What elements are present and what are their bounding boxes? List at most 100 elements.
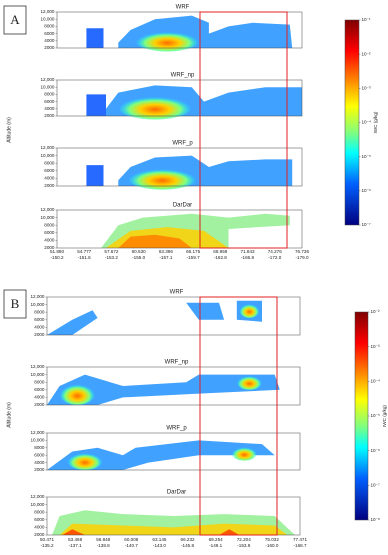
- x-tick-lat: 63.396: [159, 249, 173, 254]
- x-tick-lon: -166.8: [241, 255, 254, 260]
- plot-frame: [46, 432, 301, 471]
- colorbar: [354, 311, 369, 521]
- x-tick-lat: 53.468: [68, 537, 82, 542]
- colorbar-tick-label: 10⁻⁵: [371, 413, 381, 418]
- x-tick-lat: 74.276: [268, 249, 282, 254]
- y-tick-label: 10,000: [30, 302, 44, 307]
- colorbar-label: IWC (g/kg): [382, 405, 387, 427]
- x-tick-lat: 75.032: [265, 537, 279, 542]
- subplot-title: DarDar: [173, 203, 192, 209]
- x-tick-lat: 71.843: [241, 249, 255, 254]
- panel-label: A: [10, 12, 20, 27]
- y-tick-label: 10,000: [30, 438, 44, 443]
- cloud-field: [86, 85, 302, 120]
- y-tick-label: 2000: [44, 45, 55, 50]
- subplot-title: WRF_p: [166, 426, 187, 432]
- x-tick-lon: -137.1: [69, 543, 82, 548]
- y-tick-label: 10,000: [30, 372, 44, 377]
- y-tick-label: 2000: [34, 532, 45, 537]
- colorbar-tick-label: 10⁻⁵: [362, 154, 372, 159]
- x-tick-lon: -135.2: [40, 543, 53, 548]
- cloud-core: [239, 302, 260, 318]
- colorbar-tick-label: 10⁻⁸: [371, 517, 381, 522]
- x-tick-lon: -149.1: [209, 543, 222, 548]
- cloud-field: [47, 300, 262, 335]
- colorbar-tick-label: 10⁻⁷: [371, 483, 381, 488]
- x-tick-lon: -162.8: [214, 255, 227, 260]
- plot-frame: [46, 296, 301, 336]
- y-tick-label: 8000: [44, 92, 55, 97]
- y-tick-label: 10,000: [40, 153, 54, 158]
- cloud-field: [86, 15, 293, 52]
- cloud-core: [135, 30, 200, 52]
- x-tick-lon: -179.0: [295, 255, 308, 260]
- plot-frame: [56, 79, 303, 117]
- y-tick-label: 12,000: [40, 9, 54, 14]
- x-tick-lat: 72.204: [237, 537, 251, 542]
- cloud-core: [118, 94, 192, 120]
- y-tick-label: 10,000: [30, 502, 44, 507]
- cloud-core: [67, 451, 103, 470]
- cloud-shape: [47, 310, 98, 335]
- y-tick-label: 8000: [34, 509, 45, 514]
- cloud-core: [231, 445, 257, 461]
- cloud-field: [101, 213, 290, 248]
- x-tick-lat: 77.471: [293, 537, 307, 542]
- cloud-core: [128, 167, 197, 190]
- x-tick-lat: 68.959: [213, 249, 227, 254]
- y-tick-label: 4000: [44, 106, 55, 111]
- colorbar-tick-label: 10⁻⁶: [362, 188, 372, 193]
- x-tick-lon: -138.8: [97, 543, 110, 548]
- y-tick-label: 4000: [34, 325, 45, 330]
- x-tick-lat: 60.008: [124, 537, 138, 542]
- y-tick-label: 12,000: [30, 430, 44, 435]
- y-tick-label: 8000: [34, 379, 45, 384]
- cloud-shape: [186, 302, 225, 320]
- y-tick-label: 8000: [44, 222, 55, 227]
- x-tick-lon: -157.1: [159, 255, 172, 260]
- subplot-title: WRF_p: [172, 141, 193, 147]
- colorbar-tick-label: 10⁻²: [371, 309, 381, 314]
- y-axis-label: Altitude (m): [6, 117, 12, 143]
- colorbar: [344, 19, 360, 226]
- x-tick-lat: 56.848: [96, 537, 110, 542]
- x-tick-lon: -153.2: [105, 255, 118, 260]
- y-tick-label: 6000: [34, 317, 45, 322]
- colorbar-tick-label: 10⁻¹: [362, 17, 372, 22]
- y-tick-label: 2000: [44, 245, 55, 250]
- y-tick-label: 6000: [34, 517, 45, 522]
- x-tick-lat: 66.175: [186, 249, 200, 254]
- cloud-shape: [86, 165, 104, 186]
- y-tick-label: 4000: [34, 460, 45, 465]
- subplot-title: WRF_np: [171, 73, 195, 79]
- y-tick-label: 6000: [44, 99, 55, 104]
- subplot-title: WRF: [176, 5, 190, 11]
- y-tick-label: 2000: [34, 332, 45, 337]
- x-tick-lat: 57.672: [104, 249, 118, 254]
- y-tick-label: 4000: [44, 238, 55, 243]
- colorbar-tick-label: 10⁻⁷: [362, 222, 372, 227]
- y-tick-label: 2000: [34, 402, 45, 407]
- y-tick-label: 12,000: [40, 77, 54, 82]
- y-tick-label: 8000: [44, 160, 55, 165]
- plot-frame: [46, 366, 301, 406]
- colorbar-tick-label: 10⁻⁴: [362, 120, 372, 125]
- x-tick-lon: -172.0: [268, 255, 281, 260]
- y-tick-label: 6000: [44, 230, 55, 235]
- cloud-core: [59, 382, 96, 405]
- cloud-shape: [219, 529, 240, 535]
- x-tick-lon: -143.0: [153, 543, 166, 548]
- colorbar-tick-label: 10⁻⁴: [371, 379, 381, 384]
- cloud-shape: [47, 440, 275, 470]
- y-tick-label: 10,000: [40, 16, 54, 21]
- y-tick-label: 4000: [44, 176, 55, 181]
- panel-label-box: [3, 5, 27, 35]
- y-tick-label: 6000: [34, 387, 45, 392]
- x-tick-lon: -168.7: [293, 543, 306, 548]
- y-tick-label: 4000: [44, 38, 55, 43]
- cloud-field: [86, 155, 293, 190]
- x-tick-lat: 63.145: [152, 537, 166, 542]
- cloud-field: [47, 374, 280, 405]
- colorbar-tick-label: 10⁻⁶: [371, 448, 381, 453]
- y-tick-label: 2000: [44, 113, 55, 118]
